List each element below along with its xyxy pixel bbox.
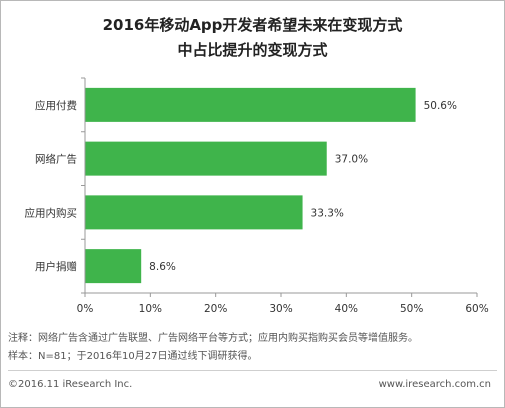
x-tick-label-1: 10%	[139, 303, 162, 315]
value-label-0: 50.6%	[424, 100, 457, 112]
x-tick-label-6: 60%	[465, 303, 488, 315]
copyright-text: ©2016.11 iResearch Inc.	[8, 379, 133, 390]
x-tick-label-5: 50%	[400, 303, 423, 315]
chart-note: 注释：网络广告含通过广告联盟、广告网络平台等方式；应用内购买指购买会员等增值服务…	[8, 333, 418, 344]
bar-3	[85, 249, 142, 284]
value-label-1: 37.0%	[335, 154, 368, 166]
category-label-2: 应用内购买	[25, 206, 78, 219]
value-label-3: 8.6%	[149, 261, 176, 273]
bar-2	[85, 195, 303, 230]
footer-divider	[8, 370, 497, 371]
bar-0	[85, 87, 416, 122]
category-label-0: 应用付费	[35, 99, 77, 112]
bar-1	[85, 141, 327, 176]
x-tick-label-4: 40%	[335, 303, 358, 315]
value-label-2: 33.3%	[311, 207, 344, 219]
x-tick-label-2: 20%	[204, 303, 227, 315]
x-tick-label-3: 30%	[269, 303, 292, 315]
chart-sample-note: 样本：N=81；于2016年10月27日通过线下调研获得。	[8, 351, 258, 362]
website-link[interactable]: www.iresearch.com.cn	[378, 379, 491, 390]
chart-title-line-2: 中占比提升的变现方式	[177, 41, 328, 59]
category-label-1: 网络广告	[35, 153, 77, 166]
chart-title-line-1: 2016年移动App开发者希望未来在变现方式	[102, 16, 403, 34]
category-label-3: 用户捐赠	[35, 260, 77, 273]
x-tick-label-0: 0%	[77, 303, 94, 315]
bar-chart: 应用付费 50.6% 网络广告 37.0% 应用内购买 33.3% 用户捐赠 8.6% 0% 10…	[25, 77, 489, 315]
